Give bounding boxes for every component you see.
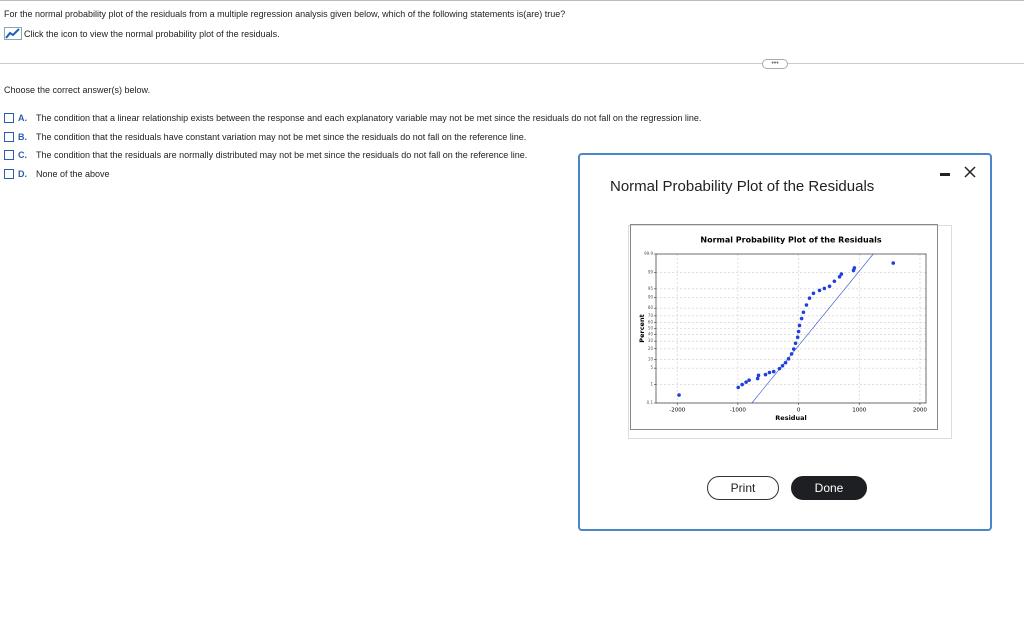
point xyxy=(756,373,761,378)
y-tick-label: 10 xyxy=(648,356,654,361)
x-axis-label: Residual xyxy=(775,414,806,422)
point xyxy=(807,296,812,300)
y-tick-label: 80 xyxy=(648,305,654,310)
instruction: Choose the correct answer(s) below. xyxy=(4,85,151,95)
point xyxy=(822,286,827,291)
done-button[interactable]: Done xyxy=(791,476,867,500)
dialog-title: Normal Probability Plot of the Residuals xyxy=(610,178,875,195)
point xyxy=(804,303,809,307)
minimize-button[interactable] xyxy=(940,173,950,176)
separator xyxy=(0,63,1024,64)
plot-link[interactable]: Click the icon to view the normal probab… xyxy=(4,27,280,40)
checkbox[interactable] xyxy=(4,150,14,161)
point xyxy=(783,360,788,365)
x-tick-label: 2000 xyxy=(913,408,927,414)
point xyxy=(740,382,744,387)
checkbox[interactable] xyxy=(4,131,14,142)
option-text: The condition that the residuals are nor… xyxy=(36,150,528,161)
x-tick-label: -2000 xyxy=(669,408,685,414)
point xyxy=(786,357,791,361)
reference-line xyxy=(751,253,874,404)
chart-title: Normal Probability Plot of the Residuals xyxy=(700,236,881,245)
point xyxy=(799,316,804,321)
point xyxy=(839,272,844,276)
chart-icon[interactable] xyxy=(4,27,22,40)
point xyxy=(891,261,896,265)
point xyxy=(832,279,837,284)
checkbox[interactable] xyxy=(4,113,14,123)
point xyxy=(755,376,760,381)
y-tick-label: 40 xyxy=(648,332,654,337)
y-tick-label: 20 xyxy=(648,346,654,351)
plot-area xyxy=(655,253,927,404)
dialog: Normal Probability Plot of the Residuals… xyxy=(578,153,992,531)
point xyxy=(763,372,768,377)
y-tick-label: 95 xyxy=(648,286,654,291)
point xyxy=(767,370,772,375)
x-tick-label: 0 xyxy=(797,408,801,414)
point xyxy=(791,347,796,351)
expand-button[interactable]: ••• xyxy=(762,59,788,69)
point xyxy=(827,284,832,289)
checkbox[interactable] xyxy=(4,169,14,180)
x-tick-label: -1000 xyxy=(730,408,746,414)
point xyxy=(797,323,802,328)
question: For the normal probability plot of the r… xyxy=(4,9,566,19)
point xyxy=(796,329,801,334)
option-letter: C. xyxy=(18,150,27,161)
point xyxy=(852,266,857,270)
point xyxy=(771,369,776,374)
y-tick-label: 50 xyxy=(648,326,654,331)
point xyxy=(793,341,798,346)
point xyxy=(780,363,785,368)
point xyxy=(789,352,794,356)
chart-frame xyxy=(628,225,952,439)
y-tick-label: 70 xyxy=(648,313,654,318)
close-button[interactable] xyxy=(964,166,976,178)
point xyxy=(795,335,800,340)
y-tick-label: 0.1 xyxy=(647,400,654,405)
y-tick-label: 99.9 xyxy=(644,251,653,256)
point xyxy=(817,288,822,293)
y-tick-label: 5 xyxy=(650,365,653,370)
point xyxy=(811,291,816,296)
point xyxy=(747,378,751,382)
option-text: None of the above xyxy=(36,169,110,180)
top-rule xyxy=(0,0,1024,1)
option[interactable]: B. The condition that the residuals have … xyxy=(4,131,526,143)
point xyxy=(677,393,681,397)
y-tick-label: 90 xyxy=(648,295,654,300)
option-letter: B. xyxy=(18,131,27,142)
y-tick-label: 99 xyxy=(648,269,654,274)
option-letter: D. xyxy=(18,169,27,180)
y-tick-label: 30 xyxy=(648,338,654,343)
point xyxy=(736,385,741,390)
option-text: The condition that a linear relationship… xyxy=(36,113,702,123)
chart: Normal Probability Plot of the Residuals… xyxy=(630,224,938,430)
print-button[interactable]: Print xyxy=(707,476,779,500)
option[interactable]: A. The condition that a linear relationsh… xyxy=(4,112,701,124)
point xyxy=(801,310,806,315)
y-axis-label: Percent xyxy=(638,314,646,342)
point xyxy=(837,275,842,279)
y-tick-label: 1 xyxy=(650,382,653,387)
point xyxy=(744,380,748,384)
point xyxy=(777,366,782,371)
link-text[interactable]: Click the icon to view the normal probab… xyxy=(24,28,280,39)
y-tick-label: 60 xyxy=(648,319,654,324)
option-letter: A. xyxy=(18,113,27,123)
option[interactable]: D. None of the above xyxy=(4,168,110,180)
x-tick-label: 1000 xyxy=(852,408,866,414)
option-text: The condition that the residuals have co… xyxy=(36,131,527,142)
option[interactable]: C. The condition that the residuals are n… xyxy=(4,149,527,161)
